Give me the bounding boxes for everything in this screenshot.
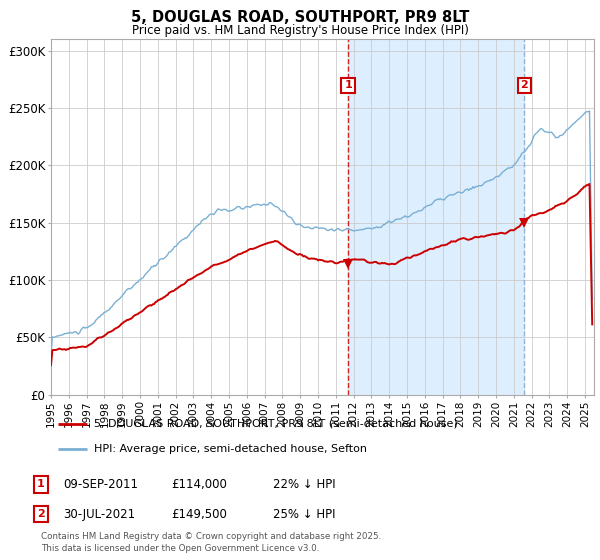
- Bar: [348, 39, 524, 395]
- Text: 2: 2: [520, 81, 528, 90]
- Text: Contains HM Land Registry data © Crown copyright and database right 2025.
This d: Contains HM Land Registry data © Crown c…: [41, 532, 381, 553]
- Text: 5, DOUGLAS ROAD, SOUTHPORT, PR9 8LT: 5, DOUGLAS ROAD, SOUTHPORT, PR9 8LT: [131, 10, 469, 25]
- Text: 2: 2: [37, 509, 44, 519]
- Text: HPI: Average price, semi-detached house, Sefton: HPI: Average price, semi-detached house,…: [94, 444, 367, 454]
- Text: 1: 1: [344, 81, 352, 90]
- Text: £114,000: £114,000: [171, 478, 227, 491]
- Text: 22% ↓ HPI: 22% ↓ HPI: [273, 478, 335, 491]
- Text: Price paid vs. HM Land Registry's House Price Index (HPI): Price paid vs. HM Land Registry's House …: [131, 24, 469, 36]
- Text: 09-SEP-2011: 09-SEP-2011: [63, 478, 138, 491]
- Text: 30-JUL-2021: 30-JUL-2021: [63, 507, 135, 521]
- Text: 25% ↓ HPI: 25% ↓ HPI: [273, 507, 335, 521]
- Text: £149,500: £149,500: [171, 507, 227, 521]
- Text: 5, DOUGLAS ROAD, SOUTHPORT, PR9 8LT (semi-detached house): 5, DOUGLAS ROAD, SOUTHPORT, PR9 8LT (sem…: [94, 419, 458, 429]
- Text: 1: 1: [37, 479, 44, 489]
